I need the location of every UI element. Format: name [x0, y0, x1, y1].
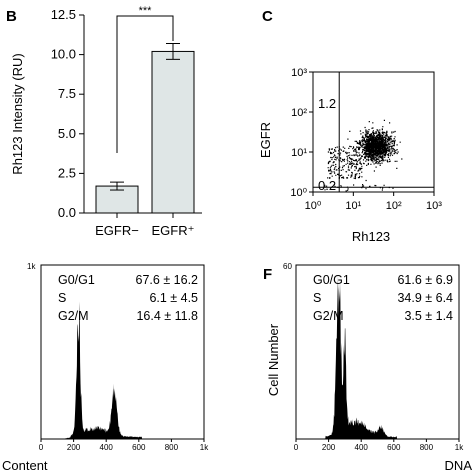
panel-c-letter: C [262, 8, 273, 25]
panel-e: 1k 0 200 400 600 800 1k G0/G1 67.6 ± 16.2 S 6.1 … [2, 262, 209, 473]
phase-label: G0/G1 [58, 273, 95, 287]
panel-b-y-ticks: 0.0 2.5 5.0 7.5 10.0 12.5 [51, 7, 84, 220]
panel-b-y-tick-label: 12.5 [51, 7, 76, 22]
histogram-x-tick-label: 0 [294, 443, 299, 452]
panel-f-ylabel: Cell Number [266, 323, 281, 396]
phase-label: S [313, 291, 321, 305]
panel-f-ymax-label: 60 [283, 262, 292, 271]
histogram-x-tick-label: 1k [200, 443, 209, 452]
panel-f-letter: F [263, 266, 272, 283]
histogram-x-tick-label: 600 [132, 443, 146, 452]
panel-f-ticks: 0 200 400 600 800 1k [294, 439, 464, 452]
panel-c-x-tick-label: 10³ [426, 200, 442, 212]
histogram-x-tick-label: 800 [420, 443, 434, 452]
histogram-x-tick-label: 1k [455, 443, 464, 452]
scatter-points [324, 119, 403, 192]
panel-b-category-label: EGFR⁺ [152, 223, 195, 238]
panel-c-y-tick-label: 10⁰ [290, 187, 307, 199]
panel-e-ticks: 0 200 400 600 800 1k [39, 439, 209, 452]
panel-c-xlabel: Rh123 [352, 229, 390, 244]
phase-label: G2/M [58, 309, 89, 323]
panel-e-ymax-label: 1k [27, 262, 36, 271]
panel-b-y-tick-label: 0.0 [58, 205, 76, 220]
bar [95, 185, 139, 214]
phase-value: 67.6 ± 16.2 [136, 273, 199, 287]
panel-b-y-tick-label: 5.0 [58, 126, 76, 141]
phase-label: G2/M [313, 309, 344, 323]
panel-b-category-label: EGFR− [95, 223, 139, 238]
panel-c: C EGFR Rh123 10⁰ 10¹ 10² 10³ 10⁰ 10¹ 10² 10³ 1.… [258, 8, 442, 244]
panel-f-histogram [320, 275, 411, 439]
quadrant-lower-left-value: 0.2 [318, 178, 336, 193]
significance-stars: *** [139, 5, 153, 17]
panel-c-y-tick-label: 10³ [291, 67, 307, 79]
histogram-x-tick-label: 200 [322, 443, 336, 452]
histogram-x-tick-label: 200 [67, 443, 81, 452]
panel-b-ylabel: Rh123 Intensity (RU) [10, 53, 25, 174]
panel-b-letter: B [6, 8, 17, 25]
panel-f-xlabel: DNA [445, 458, 473, 473]
phase-value: 6.1 ± 4.5 [149, 291, 198, 305]
panel-c-y-tick-label: 10¹ [291, 147, 307, 159]
panel-c-ylabel: EGFR [258, 122, 273, 158]
panel-f: F Cell Number 60 0 200 400 600 800 1k G0/G1 61… [263, 262, 472, 473]
phase-label: S [58, 291, 66, 305]
significance-bracket [116, 15, 174, 153]
panel-b-bars: EGFR− EGFR⁺ [95, 43, 195, 238]
panel-b-y-tick-label: 7.5 [58, 86, 76, 101]
phase-value: 16.4 ± 11.8 [136, 309, 198, 323]
panel-c-events [324, 119, 403, 192]
panel-c-x-tick-label: 10⁰ [305, 200, 322, 212]
panel-e-stats: G0/G1 67.6 ± 16.2 S 6.1 ± 4.5 G2/M 16.4 ± 11.… [58, 273, 198, 323]
histogram-x-tick-label: 0 [39, 443, 44, 452]
phase-value: 61.6 ± 6.9 [397, 273, 453, 287]
quadrant-upper-left-value: 1.2 [318, 96, 336, 111]
panel-b: B Rh123 Intensity (RU) 0.0 2.5 5.0 7.5 10.0 1… [6, 5, 202, 238]
panel-b-y-tick-label: 10.0 [51, 47, 76, 62]
phase-label: G0/G1 [313, 273, 350, 287]
panel-c-ticks: 10⁰ 10¹ 10² 10³ 10⁰ 10¹ 10² 10³ [290, 67, 442, 212]
panel-f-stats: G0/G1 61.6 ± 6.9 S 34.9 ± 6.4 G2/M 3.5 ± 1.4 [313, 273, 453, 323]
panel-c-y-tick-label: 10² [291, 107, 307, 119]
histogram-x-tick-label: 400 [100, 443, 114, 452]
phase-value: 3.5 ± 1.4 [404, 309, 453, 323]
bar [151, 50, 195, 214]
panel-e-xlabel: Content [2, 458, 48, 473]
panel-b-y-tick-label: 2.5 [58, 165, 76, 180]
histogram-x-tick-label: 600 [387, 443, 401, 452]
histogram-x-tick-label: 800 [165, 443, 179, 452]
panel-c-x-tick-label: 10² [386, 200, 402, 212]
histogram-x-tick-label: 400 [355, 443, 369, 452]
phase-value: 34.9 ± 6.4 [397, 291, 453, 305]
panel-c-x-tick-label: 10¹ [345, 200, 361, 212]
